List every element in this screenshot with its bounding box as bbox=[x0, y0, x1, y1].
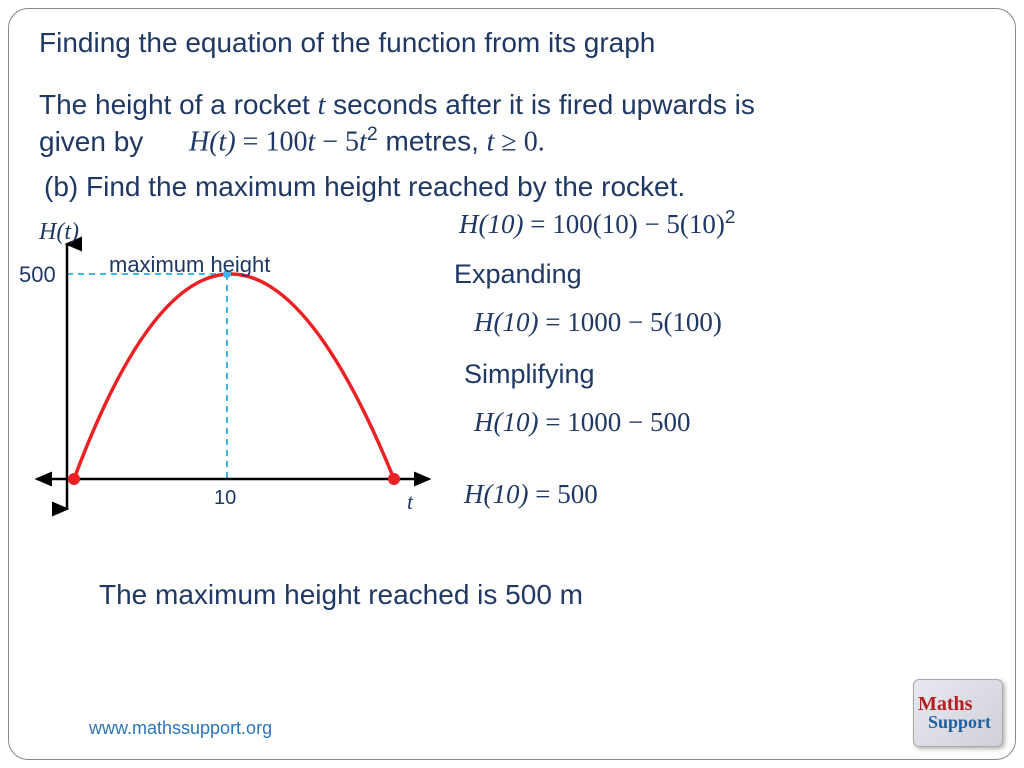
logo-line2: Support bbox=[928, 712, 998, 733]
step-3: H(10) = 1000 − 500 bbox=[474, 407, 690, 438]
logo-badge: Maths Support bbox=[913, 679, 1003, 747]
y-tick-500: 500 bbox=[19, 262, 56, 288]
step2-rhs: = 1000 − 5(100) bbox=[538, 307, 721, 337]
conclusion-text: The maximum height reached is 500 m bbox=[99, 579, 583, 611]
y-axis-label: H(t) bbox=[39, 219, 79, 246]
intro-part2: given by bbox=[39, 126, 143, 157]
formula-units: metres, bbox=[378, 125, 487, 156]
formula-t2: t bbox=[359, 126, 367, 157]
max-height-label: maximum height bbox=[109, 252, 270, 278]
formula-sq: 2 bbox=[367, 123, 378, 145]
slide-frame: Finding the equation of the function fro… bbox=[8, 8, 1016, 760]
simplifying-label: Simplifying bbox=[464, 359, 595, 390]
x-tick-10: 10 bbox=[214, 487, 236, 510]
formula-cond: ≥ 0. bbox=[494, 126, 544, 157]
intro-part1: The height of a rocket bbox=[39, 89, 318, 120]
step1-lhs: H(10) bbox=[459, 209, 523, 239]
root-point-1 bbox=[68, 473, 80, 485]
footer-url: www.mathssupport.org bbox=[89, 718, 272, 739]
step1-sup: 2 bbox=[725, 207, 736, 228]
step-2: H(10) = 1000 − 5(100) bbox=[474, 307, 722, 338]
root-point-2 bbox=[388, 473, 400, 485]
formula-mid: − 5 bbox=[315, 126, 359, 157]
step3-lhs: H(10) bbox=[474, 407, 538, 437]
step2-lhs: H(10) bbox=[474, 307, 538, 337]
question-b: (b) Find the maximum height reached by t… bbox=[44, 171, 685, 203]
formula-lhs: H(t) bbox=[189, 126, 236, 157]
step4-lhs: H(10) bbox=[464, 479, 528, 509]
height-formula: H(t) = 100t − 5t2 metres, t ≥ 0. bbox=[189, 123, 545, 158]
step3-rhs: = 1000 − 500 bbox=[538, 407, 690, 437]
step-4: H(10) = 500 bbox=[464, 479, 598, 510]
intro-part1b: seconds after it is fired upwards is bbox=[325, 89, 755, 120]
step4-rhs: = 500 bbox=[528, 479, 597, 509]
step1-rhs: = 100(10) − 5(10) bbox=[523, 209, 724, 239]
parabola-curve bbox=[74, 274, 394, 479]
step-1: H(10) = 100(10) − 5(10)2 bbox=[459, 207, 735, 240]
x-axis-label: t bbox=[407, 489, 413, 515]
slide-title: Finding the equation of the function fro… bbox=[39, 27, 655, 59]
graph: H(t) 500 maximum height 10 t bbox=[19, 219, 449, 539]
formula-eq: = 100 bbox=[236, 126, 308, 157]
expanding-label: Expanding bbox=[454, 259, 582, 290]
